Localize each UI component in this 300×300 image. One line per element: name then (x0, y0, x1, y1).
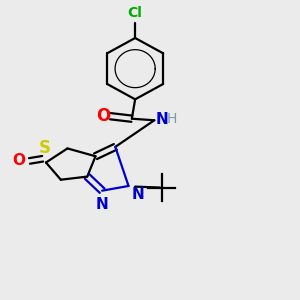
Text: O: O (96, 106, 110, 124)
Text: H: H (167, 112, 177, 126)
Text: Cl: Cl (127, 7, 142, 20)
Text: N: N (155, 112, 168, 127)
Text: S: S (38, 139, 50, 157)
Text: N: N (96, 197, 109, 212)
Text: O: O (12, 154, 25, 169)
Text: N: N (131, 187, 144, 202)
